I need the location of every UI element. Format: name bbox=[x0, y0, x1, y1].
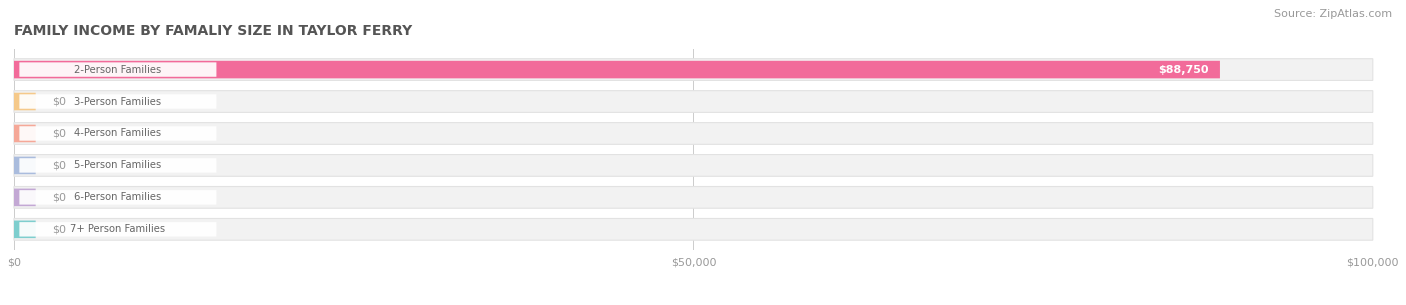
FancyBboxPatch shape bbox=[20, 62, 217, 77]
FancyBboxPatch shape bbox=[20, 126, 217, 141]
Text: $88,750: $88,750 bbox=[1159, 65, 1209, 74]
Text: 4-Person Families: 4-Person Families bbox=[75, 128, 162, 138]
FancyBboxPatch shape bbox=[14, 91, 1372, 112]
FancyBboxPatch shape bbox=[14, 218, 1372, 240]
FancyBboxPatch shape bbox=[14, 155, 1372, 176]
Text: 7+ Person Families: 7+ Person Families bbox=[70, 224, 166, 234]
FancyBboxPatch shape bbox=[14, 123, 1372, 144]
FancyBboxPatch shape bbox=[20, 158, 217, 173]
FancyBboxPatch shape bbox=[14, 61, 1220, 78]
FancyBboxPatch shape bbox=[14, 157, 35, 174]
FancyBboxPatch shape bbox=[20, 190, 217, 205]
Text: $0: $0 bbox=[52, 224, 66, 234]
Text: 2-Person Families: 2-Person Families bbox=[75, 65, 162, 74]
Text: $0: $0 bbox=[52, 128, 66, 138]
Text: FAMILY INCOME BY FAMALIY SIZE IN TAYLOR FERRY: FAMILY INCOME BY FAMALIY SIZE IN TAYLOR … bbox=[14, 24, 412, 38]
FancyBboxPatch shape bbox=[14, 188, 35, 206]
Text: 5-Person Families: 5-Person Families bbox=[75, 160, 162, 170]
Text: 6-Person Families: 6-Person Families bbox=[75, 192, 162, 203]
Text: $0: $0 bbox=[52, 192, 66, 203]
Text: $0: $0 bbox=[52, 160, 66, 170]
FancyBboxPatch shape bbox=[14, 221, 35, 238]
FancyBboxPatch shape bbox=[14, 187, 1372, 208]
FancyBboxPatch shape bbox=[14, 59, 1372, 81]
FancyBboxPatch shape bbox=[20, 94, 217, 109]
FancyBboxPatch shape bbox=[20, 222, 217, 237]
Text: $0: $0 bbox=[52, 96, 66, 106]
Text: Source: ZipAtlas.com: Source: ZipAtlas.com bbox=[1274, 9, 1392, 19]
FancyBboxPatch shape bbox=[14, 125, 35, 142]
Text: 3-Person Families: 3-Person Families bbox=[75, 96, 162, 106]
FancyBboxPatch shape bbox=[14, 93, 35, 110]
